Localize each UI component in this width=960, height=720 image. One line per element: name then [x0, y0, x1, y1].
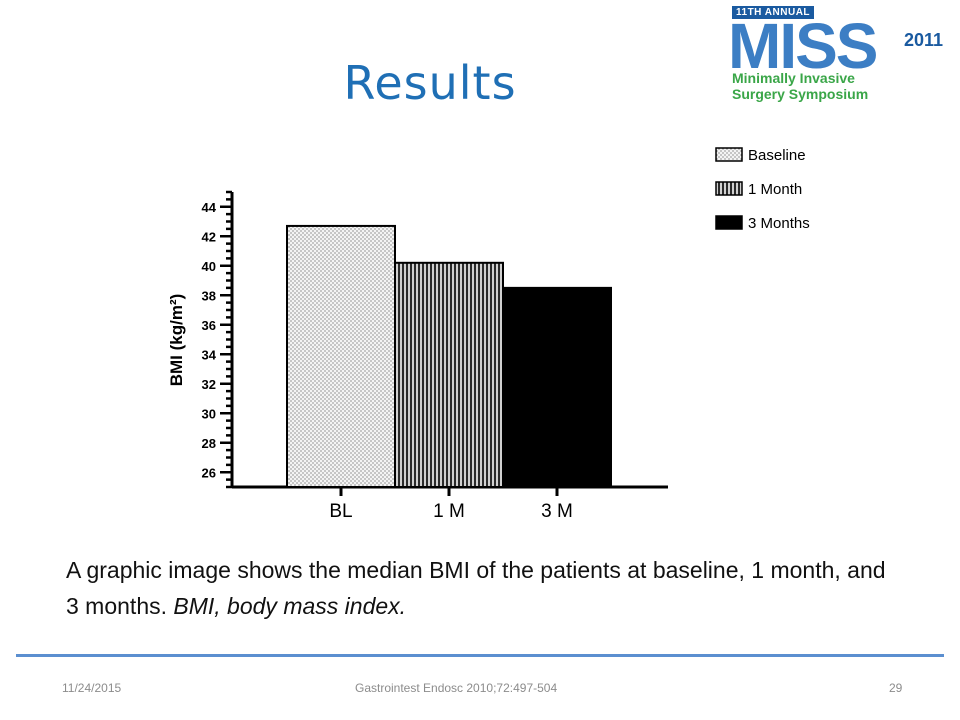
legend-label: Baseline [748, 147, 806, 164]
bar-1m [394, 261, 504, 488]
bmi-bar-chart: 26 28 30 32 34 36 38 40 42 44 BL 1 M 3 M Baseline 1 Mo… [167, 147, 810, 522]
slide-title: Results [343, 56, 517, 110]
caption-italic-text: BMI, body mass index. [173, 593, 407, 619]
y-tick-label: 34 [202, 347, 217, 362]
logo-miss-text: MISS [728, 10, 878, 82]
footer-page-number: 29 [889, 681, 903, 695]
caption-text: A graphic image shows the median BMI of … [66, 557, 886, 619]
y-tick-label: 42 [202, 229, 216, 244]
logo-annual-badge: 11TH ANNUAL [732, 6, 815, 19]
logo-year: 2011 [904, 30, 944, 50]
x-tick-label: 1 M [433, 501, 465, 522]
logo-subtitle-line1: Minimally Invasive [732, 70, 855, 86]
y-tick-label: 32 [202, 377, 216, 392]
figure-caption: A graphic image shows the median BMI of … [66, 552, 886, 624]
miss-logo: MISS 11TH ANNUAL 2011 Minimally Invasive… [718, 4, 954, 104]
legend-swatch [715, 215, 743, 230]
y-tick-label: 28 [202, 436, 216, 451]
footer-source: Gastrointest Endosc 2010;72:497-504 [355, 681, 558, 695]
y-tick-label: 36 [202, 318, 216, 333]
y-tick-label: 26 [202, 465, 216, 480]
bar-3m [502, 286, 612, 488]
y-tick-label: 44 [202, 200, 217, 215]
legend-swatch [715, 181, 743, 196]
x-tick-label: 3 M [541, 501, 573, 522]
footer-divider [16, 654, 944, 657]
y-axis-label: BMI (kg/m²) [167, 294, 186, 387]
bar-bl [286, 224, 396, 489]
footer-date: 11/24/2015 [62, 681, 122, 695]
x-tick-label: BL [329, 501, 352, 522]
legend-swatch [715, 147, 743, 162]
legend-label: 3 Months [748, 215, 810, 232]
y-tick-label: 38 [202, 288, 216, 303]
y-tick-label: 30 [202, 406, 216, 421]
logo-subtitle-line2: Surgery Symposium [732, 86, 869, 102]
y-tick-label: 40 [202, 259, 216, 274]
legend-label: 1 Month [748, 181, 802, 198]
